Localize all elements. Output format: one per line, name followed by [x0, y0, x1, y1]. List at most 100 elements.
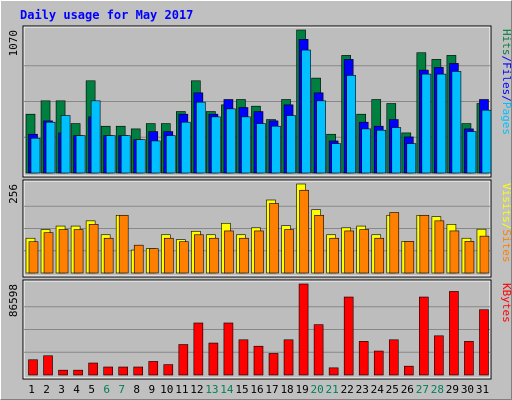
day-label: 21 — [326, 383, 339, 396]
bar-kbytes-day-1 — [28, 359, 38, 376]
bar-sites-day-28 — [434, 220, 445, 274]
legend-item: Visits — [500, 183, 512, 223]
bar-sites-day-13 — [209, 237, 219, 274]
bar-pages-day-7 — [120, 135, 131, 174]
bar-kbytes-day-5 — [88, 362, 98, 376]
bar-kbytes-day-11 — [178, 344, 189, 376]
bar-kbytes-day-9 — [148, 361, 159, 376]
day-label: 15 — [235, 383, 248, 396]
day-label: 13 — [205, 383, 218, 396]
bar-kbytes-day-28 — [434, 335, 444, 376]
day-label: 12 — [190, 383, 203, 396]
bar-pages-day-10 — [165, 135, 176, 174]
bar-sites-day-16 — [254, 230, 264, 274]
day-label: 5 — [88, 383, 95, 396]
bar-pages-day-2 — [45, 121, 56, 174]
chart-title: Daily usage for May 2017 — [20, 8, 193, 22]
day-label: 10 — [160, 383, 173, 396]
bar-pages-day-28 — [436, 73, 447, 174]
day-label: 23 — [356, 383, 369, 396]
bar-sites-day-12 — [194, 234, 204, 274]
day-label: 31 — [476, 383, 489, 396]
bar-pages-day-17 — [271, 125, 281, 174]
bar-kbytes-day-7 — [118, 366, 128, 376]
bar-kbytes-day-8 — [133, 366, 144, 376]
bar-pages-day-11 — [181, 121, 191, 174]
bar-pages-day-21 — [331, 143, 341, 174]
bar-sites-day-23 — [359, 229, 370, 274]
bar-sites-day-10 — [163, 237, 174, 274]
bar-kbytes-day-24 — [373, 350, 384, 376]
bar-kbytes-day-3 — [58, 369, 68, 376]
bar-pages-day-22 — [346, 75, 356, 174]
bar-sites-day-4 — [73, 229, 84, 274]
bar-kbytes-day-25 — [388, 339, 399, 376]
legend-item: Pages — [500, 102, 512, 135]
bar-kbytes-day-2 — [43, 355, 53, 376]
legend-visits: Visits/Sites — [500, 183, 512, 263]
bar-sites-day-3 — [58, 229, 69, 274]
bar-kbytes-day-23 — [358, 341, 369, 376]
panel-kbytes: 86598 KBytes — [7, 279, 512, 380]
bar-sites-day-14 — [224, 230, 234, 274]
legend-item: / — [500, 223, 512, 230]
bar-kbytes-day-4 — [73, 369, 83, 376]
day-label: 28 — [431, 383, 444, 396]
bar-pages-day-5 — [90, 100, 101, 174]
panel-border — [22, 279, 492, 380]
bar-sites-day-20 — [314, 214, 324, 274]
bar-kbytes-day-20 — [313, 324, 324, 376]
bar-sites-day-17 — [269, 203, 279, 274]
panel-hits: 1070 Hits/Files/Pages — [7, 25, 512, 178]
day-label: 30 — [461, 383, 474, 396]
legend-item: / — [500, 56, 512, 63]
day-label: 29 — [446, 383, 459, 396]
series-sites — [28, 189, 490, 274]
bar-kbytes-day-16 — [253, 345, 264, 376]
bar-pages-day-15 — [241, 116, 251, 174]
bar-sites-day-24 — [374, 237, 385, 274]
bar-kbytes-day-10 — [163, 364, 174, 376]
bar-kbytes-day-21 — [328, 367, 339, 376]
bar-sites-day-25 — [389, 212, 400, 274]
y-max-label: 256 — [7, 184, 20, 204]
bar-kbytes-day-29 — [449, 291, 459, 376]
day-label: 20 — [311, 383, 324, 396]
bar-sites-day-30 — [464, 241, 475, 274]
bar-sites-day-9 — [148, 248, 159, 274]
series-pages — [30, 49, 492, 174]
day-label: 1 — [28, 383, 35, 396]
day-label: 11 — [175, 383, 188, 396]
legend-item: KBytes — [500, 283, 512, 323]
legend-item: Hits — [500, 29, 512, 56]
bar-kbytes-day-27 — [419, 296, 429, 376]
day-label: 27 — [416, 383, 429, 396]
bar-kbytes-day-6 — [103, 366, 113, 376]
bar-pages-day-24 — [376, 129, 387, 174]
panel-border — [22, 179, 492, 278]
bar-sites-day-7 — [118, 214, 129, 274]
bar-kbytes-day-13 — [208, 342, 219, 376]
bar-sites-day-15 — [239, 237, 249, 274]
bar-pages-day-3 — [60, 115, 71, 174]
day-label: 25 — [386, 383, 399, 396]
bar-sites-day-5 — [88, 224, 99, 274]
bar-kbytes-day-14 — [223, 322, 234, 376]
bar-sites-day-2 — [43, 232, 54, 274]
bar-pages-day-9 — [150, 140, 161, 174]
day-label: 6 — [103, 383, 110, 396]
day-label: 16 — [250, 383, 263, 396]
legend-item: / — [500, 95, 512, 102]
bar-sites-day-1 — [28, 241, 39, 274]
bar-pages-day-1 — [30, 137, 41, 174]
bar-sites-day-19 — [299, 189, 309, 274]
bar-pages-day-13 — [211, 116, 221, 174]
bar-pages-day-27 — [421, 73, 432, 174]
legend-item: Files — [500, 62, 512, 95]
x-axis-day-labels: 1 2 3 4 5 6 7 8 9 10 11 12 13 14 15 16 17 18 19 20 21 22 23 24 2… — [28, 383, 489, 396]
bar-pages-day-4 — [75, 135, 86, 174]
bar-sites-day-29 — [449, 230, 460, 274]
day-label: 18 — [280, 383, 293, 396]
bar-pages-day-29 — [451, 71, 462, 174]
